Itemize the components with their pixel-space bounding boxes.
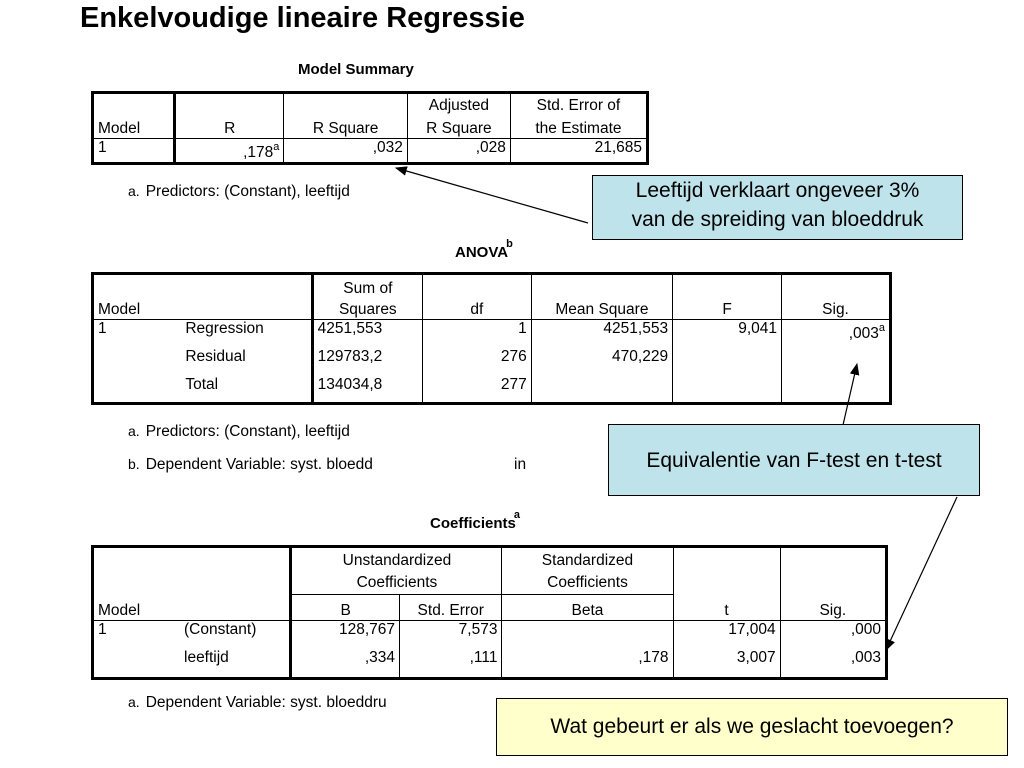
header-adjusted-top: Adjusted [407, 92, 511, 115]
header-df: df [422, 297, 532, 320]
anova-title: ANOVAb [455, 238, 513, 261]
callout-r-square: Leeftijd verklaart ongeveer 3% van de spr… [592, 175, 963, 240]
header-mean-square: Mean Square [531, 297, 674, 320]
arrow-anova-sig [842, 362, 860, 426]
cell-adj-r-square: ,028 [407, 138, 511, 164]
anova-table: Sum of Model Squares df Mean Square F Si… [91, 272, 892, 405]
header-t: t [673, 594, 781, 621]
table-row: 1 (Constant) 128,767 7,573 17,004 ,000 [93, 620, 887, 649]
header-adjusted-bottom: R Square [407, 114, 511, 139]
table-row: 1 Regression 4251,553 1 4251,553 9,041 ,… [93, 319, 891, 348]
header-model: Model [92, 114, 176, 139]
group-standardized: Standardized Coefficients [501, 546, 674, 595]
header-stderr-bottom: the Estimate [510, 114, 648, 139]
header-squares: Squares [312, 297, 424, 320]
header-std-error: Std. Error [399, 594, 503, 621]
header-sig: Sig. [780, 594, 887, 621]
coefficients-table: Unstandardized Coefficients Standardized C… [91, 545, 888, 680]
table-row: Residual 129783,2 276 470,229 [93, 347, 891, 376]
header-stderr-top: Std. Error of [536, 96, 621, 114]
header-f: F [672, 297, 783, 320]
header-r-square: R Square [283, 114, 408, 139]
model-summary-note: a. Predictors: (Constant), leeftijd [128, 183, 350, 200]
table-row: Total 134034,8 277 [93, 375, 891, 404]
header-r: R [174, 114, 285, 139]
header-model: Model [92, 594, 180, 621]
coefficients-note: a. Dependent Variable: syst. bloeddru [128, 694, 387, 711]
anova-note-a: a. Predictors: (Constant), leeftijd [128, 423, 350, 440]
cell-r-square: ,032 [283, 138, 408, 164]
arrow-r-square [394, 166, 589, 224]
anova-note-b-tail: in [514, 456, 527, 473]
model-summary-title: Model Summary [298, 61, 414, 78]
coefficients-title: Coefficientsa [430, 509, 520, 532]
table-row: leeftijd ,334 ,111 ,178 3,007 ,003 [93, 648, 887, 679]
row-model: 1 [92, 138, 176, 164]
cell-std-error: 21,685 [594, 139, 642, 156]
group-unstandardized: Unstandardized Coefficients [290, 546, 503, 595]
header-beta: Beta [501, 594, 674, 621]
anova-note-b: b. Dependent Variable: syst. bloedd [128, 456, 373, 473]
slide-title: Enkelvoudige lineaire Regressie [80, 2, 525, 34]
callout-equivalence: Equivalentie van F-test en t-test [608, 424, 980, 496]
callout-question: Wat gebeurt er als we geslacht toevoegen… [496, 698, 1008, 756]
arrow-coef-sig [885, 496, 958, 652]
model-summary-table: Adjusted Std. Error of Model R R Square … [91, 91, 649, 166]
cell-r: ,178a [174, 138, 285, 164]
header-sig: Sig. [781, 297, 891, 320]
header-sum-of-top: Sum of [312, 273, 424, 298]
header-b: B [290, 594, 400, 621]
header-model: Model [92, 297, 182, 320]
